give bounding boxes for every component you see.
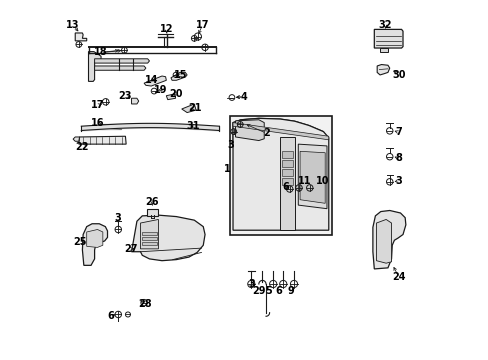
Text: 5: 5 — [265, 286, 272, 296]
Text: 17: 17 — [91, 100, 104, 111]
Text: 18: 18 — [93, 47, 107, 57]
Text: 19: 19 — [154, 85, 167, 95]
Polygon shape — [73, 137, 80, 141]
Polygon shape — [94, 59, 149, 63]
Text: 3: 3 — [394, 176, 401, 186]
Polygon shape — [282, 151, 292, 158]
Polygon shape — [79, 136, 126, 144]
Text: 14: 14 — [145, 75, 159, 85]
Polygon shape — [131, 98, 139, 104]
Polygon shape — [300, 151, 325, 203]
Text: 28: 28 — [138, 299, 151, 309]
Polygon shape — [233, 123, 328, 140]
Text: 16: 16 — [91, 118, 105, 128]
Polygon shape — [373, 30, 402, 48]
Text: 2: 2 — [263, 129, 269, 138]
Polygon shape — [142, 242, 156, 245]
Polygon shape — [142, 237, 156, 240]
Text: 27: 27 — [124, 244, 137, 254]
Text: 4: 4 — [240, 92, 246, 102]
Text: 31: 31 — [186, 121, 200, 131]
Polygon shape — [166, 94, 175, 100]
Polygon shape — [94, 66, 145, 70]
Polygon shape — [142, 231, 156, 235]
Polygon shape — [147, 209, 158, 216]
Text: 29: 29 — [252, 286, 265, 296]
Polygon shape — [88, 51, 101, 81]
Polygon shape — [144, 76, 166, 86]
Polygon shape — [235, 120, 264, 140]
Polygon shape — [280, 137, 294, 230]
Polygon shape — [82, 224, 107, 265]
Polygon shape — [376, 64, 389, 75]
Text: 9: 9 — [286, 286, 293, 296]
Text: 7: 7 — [394, 127, 401, 137]
Text: 6: 6 — [282, 182, 288, 192]
Polygon shape — [233, 118, 326, 142]
Polygon shape — [379, 48, 387, 51]
Text: 22: 22 — [76, 142, 89, 152]
Polygon shape — [282, 169, 292, 176]
Text: 10: 10 — [315, 176, 329, 186]
Text: 21: 21 — [188, 103, 202, 113]
Text: 15: 15 — [174, 70, 187, 80]
Polygon shape — [282, 178, 292, 185]
Text: 6: 6 — [107, 311, 114, 321]
Polygon shape — [101, 125, 121, 129]
Text: 20: 20 — [168, 89, 182, 99]
Polygon shape — [298, 144, 326, 209]
Text: 24: 24 — [391, 272, 405, 282]
Text: 30: 30 — [391, 70, 405, 80]
Polygon shape — [182, 104, 196, 113]
Text: 17: 17 — [195, 20, 209, 30]
Text: 25: 25 — [73, 237, 86, 247]
Text: 3: 3 — [227, 140, 234, 150]
Polygon shape — [372, 211, 405, 269]
Polygon shape — [233, 118, 328, 230]
Polygon shape — [75, 33, 86, 41]
Text: 26: 26 — [145, 197, 159, 207]
Text: 11: 11 — [297, 176, 311, 186]
Text: 23: 23 — [119, 91, 132, 101]
Text: 32: 32 — [378, 20, 391, 30]
Polygon shape — [282, 160, 292, 167]
Polygon shape — [171, 72, 187, 80]
Text: 3: 3 — [247, 279, 254, 289]
Polygon shape — [131, 215, 204, 261]
Text: 6: 6 — [275, 286, 282, 296]
Polygon shape — [140, 220, 158, 249]
Text: 3: 3 — [114, 213, 121, 223]
Text: 12: 12 — [160, 24, 173, 35]
Polygon shape — [376, 220, 391, 263]
Text: 13: 13 — [66, 20, 80, 30]
Polygon shape — [86, 229, 102, 247]
Text: 1: 1 — [224, 164, 230, 174]
Text: 8: 8 — [394, 153, 401, 163]
FancyBboxPatch shape — [230, 116, 332, 234]
